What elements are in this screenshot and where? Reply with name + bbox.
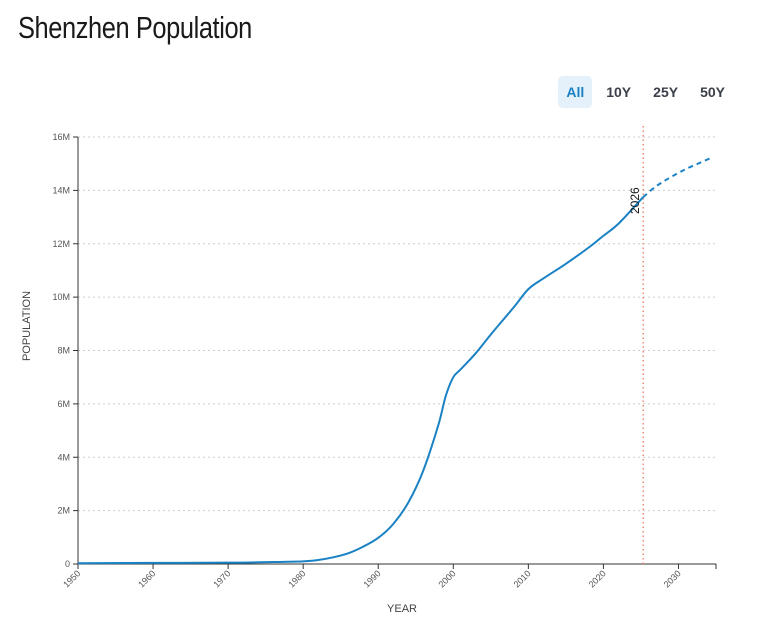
population-line	[77, 196, 644, 565]
x-tick-label: 1980	[286, 568, 307, 589]
x-tick-label: 1970	[211, 568, 232, 589]
x-tick-label: 1960	[136, 568, 157, 589]
x-tick-label: 2020	[587, 568, 608, 589]
y-tick-label: 10M	[52, 292, 70, 302]
projection-line	[642, 157, 711, 198]
y-tick-label: 14M	[52, 185, 70, 195]
range-50y-button[interactable]: 50Y	[700, 84, 725, 100]
page-title: Shenzhen Population	[18, 10, 252, 45]
range-all-button[interactable]: All	[558, 76, 593, 108]
y-tick-label: 4M	[57, 452, 70, 462]
x-tick-label: 2000	[436, 568, 457, 589]
y-tick-label: 2M	[57, 506, 70, 516]
y-tick-label: 12M	[52, 239, 70, 249]
y-axis-label: POPULATION	[21, 291, 33, 361]
x-tick-label: 1990	[361, 568, 382, 589]
y-tick-label: 6M	[57, 399, 70, 409]
range-25y-button[interactable]: 25Y	[653, 84, 679, 100]
range-selector: All 10Y 25Y 50Y	[558, 76, 733, 108]
current-year-label: 2026	[628, 187, 642, 214]
range-10y-button[interactable]: 10Y	[606, 84, 632, 100]
x-axis-label: YEAR	[387, 603, 417, 615]
y-tick-label: 16M	[52, 132, 70, 142]
y-tick-label: 8M	[57, 346, 70, 356]
x-tick-label: 1950	[61, 568, 82, 589]
x-tick-label: 2030	[662, 568, 683, 589]
y-tick-label: 0	[65, 559, 70, 569]
x-tick-label: 2010	[512, 568, 533, 589]
